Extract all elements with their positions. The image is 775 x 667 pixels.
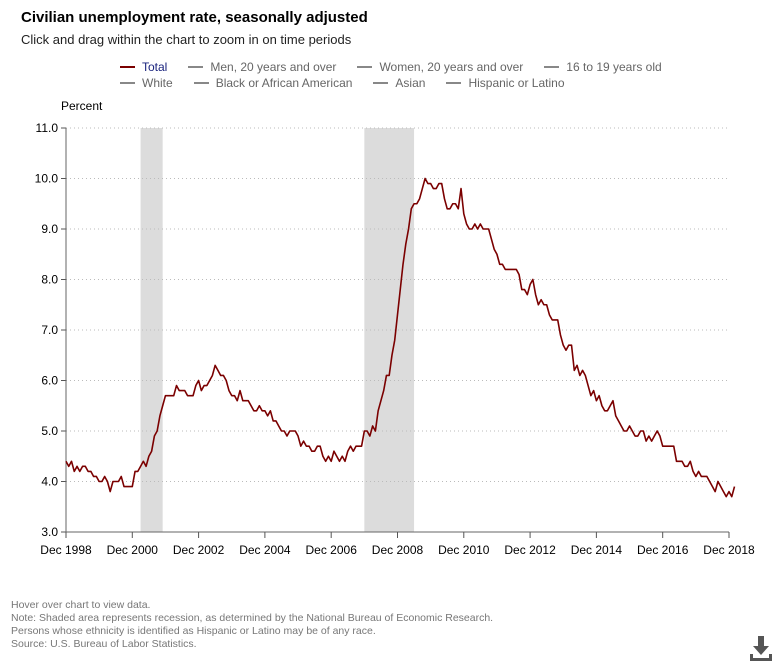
y-axis-label: Percent xyxy=(61,99,103,113)
chart-title: Civilian unemployment rate, seasonally a… xyxy=(21,9,368,26)
legend-label: Hispanic or Latino xyxy=(468,76,565,90)
note-ethnicity: Persons whose ethnicity is identified as… xyxy=(11,625,376,637)
legend-label: Women, 20 years and over xyxy=(379,60,524,74)
line-chart[interactable]: 3.0 4.0 5.0 6.0 7.0 8.0 9.0 10.0 11.0 Dec 1998 Dec… xyxy=(0,0,775,595)
legend-swatch xyxy=(193,82,209,84)
x-tick-label: Dec 2008 xyxy=(372,543,424,557)
y-tick-label: 4.0 xyxy=(41,475,58,489)
legend-item-women-20-years-and-over[interactable]: Women, 20 years and over xyxy=(357,60,523,74)
legend-row-2: White Black or African American Asian Hispa… xyxy=(120,73,586,90)
x-tick-label: Dec 2010 xyxy=(438,543,490,557)
recession-band-2 xyxy=(364,128,415,532)
series-line-total[interactable] xyxy=(65,177,736,498)
y-tick-label: 8.0 xyxy=(41,273,58,287)
legend-swatch xyxy=(120,66,135,68)
legend-label: Black or African American xyxy=(215,76,353,90)
y-tick-label: 9.0 xyxy=(41,222,58,236)
x-tick-label: Dec 2014 xyxy=(571,543,623,557)
legend-swatch xyxy=(544,66,560,68)
legend-item-hispanic-or-latino[interactable]: Hispanic or Latino xyxy=(446,76,565,90)
legend-label: Asian xyxy=(395,76,426,90)
download-icon[interactable] xyxy=(748,634,774,662)
legend-label: White xyxy=(142,76,173,90)
y-tick-label: 6.0 xyxy=(41,374,58,388)
x-tick-label: Dec 2004 xyxy=(239,543,291,557)
note-hover: Hover over chart to view data. xyxy=(11,599,151,611)
legend-item-black-or-african-american[interactable]: Black or African American xyxy=(193,76,353,90)
y-tick-label: 7.0 xyxy=(41,323,58,337)
x-tick-label: Dec 2012 xyxy=(504,543,556,557)
x-tick-label: Dec 2006 xyxy=(306,543,358,557)
legend-label: 16 to 19 years old xyxy=(566,60,662,74)
y-tick-label: 3.0 xyxy=(41,525,58,539)
x-tick-label: Dec 2018 xyxy=(703,543,755,557)
legend-row-1: Total Men, 20 years and over Women, 20 yea… xyxy=(120,57,683,74)
legend-item-white[interactable]: White xyxy=(120,76,173,90)
recession-band-1 xyxy=(140,128,163,532)
y-tick-label: 10.0 xyxy=(35,172,59,186)
y-tick-label: 11.0 xyxy=(36,121,59,135)
legend-item-men-20-years-and-over[interactable]: Men, 20 years and over xyxy=(188,60,336,74)
legend-swatch xyxy=(446,82,462,84)
chart-notes: Hover over chart to view data. Note: Sha… xyxy=(11,599,493,651)
x-tick-label: Dec 2002 xyxy=(173,543,225,557)
legend-label: Total xyxy=(142,60,168,74)
legend-label: Men, 20 years and over xyxy=(210,60,337,74)
legend-swatch xyxy=(373,82,389,84)
legend-swatch xyxy=(188,66,204,68)
legend-swatch xyxy=(357,66,373,68)
legend-item-16-to-19-years-old[interactable]: 16 to 19 years old xyxy=(544,60,662,74)
legend-item-total[interactable]: Total xyxy=(120,60,167,74)
x-tick-label: Dec 2016 xyxy=(637,543,689,557)
note-recession: Note: Shaded area represents recession, … xyxy=(11,612,494,624)
note-source: Source: U.S. Bureau of Labor Statistics. xyxy=(11,638,197,650)
x-tick-label: Dec 1998 xyxy=(40,543,92,557)
x-tick-label: Dec 2000 xyxy=(107,543,159,557)
legend-swatch xyxy=(120,82,135,84)
legend-item-asian[interactable]: Asian xyxy=(373,76,425,90)
chart-subtitle: Click and drag within the chart to zoom … xyxy=(21,32,352,47)
y-tick-label: 5.0 xyxy=(41,424,58,438)
